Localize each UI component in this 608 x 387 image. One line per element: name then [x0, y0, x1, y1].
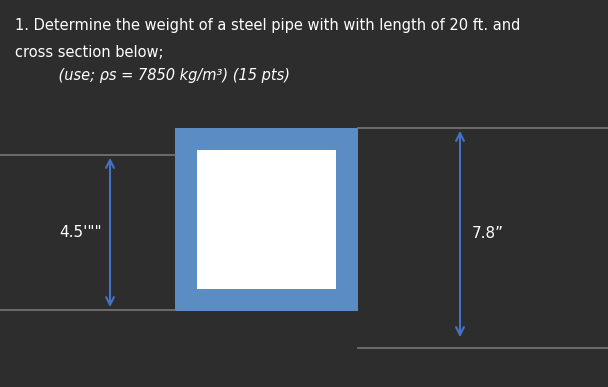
Text: 4.5'"": 4.5'"" — [60, 225, 102, 240]
Bar — [197, 150, 336, 289]
Text: 1. Determine the weight of a steel pipe with with length of 20 ft. and: 1. Determine the weight of a steel pipe … — [15, 18, 520, 33]
Text: (use; ρs = 7850 kg/m³) (15 pts): (use; ρs = 7850 kg/m³) (15 pts) — [40, 68, 290, 83]
Text: cross section below;: cross section below; — [15, 45, 164, 60]
Text: 7.8”: 7.8” — [472, 226, 504, 241]
Bar — [175, 128, 358, 311]
